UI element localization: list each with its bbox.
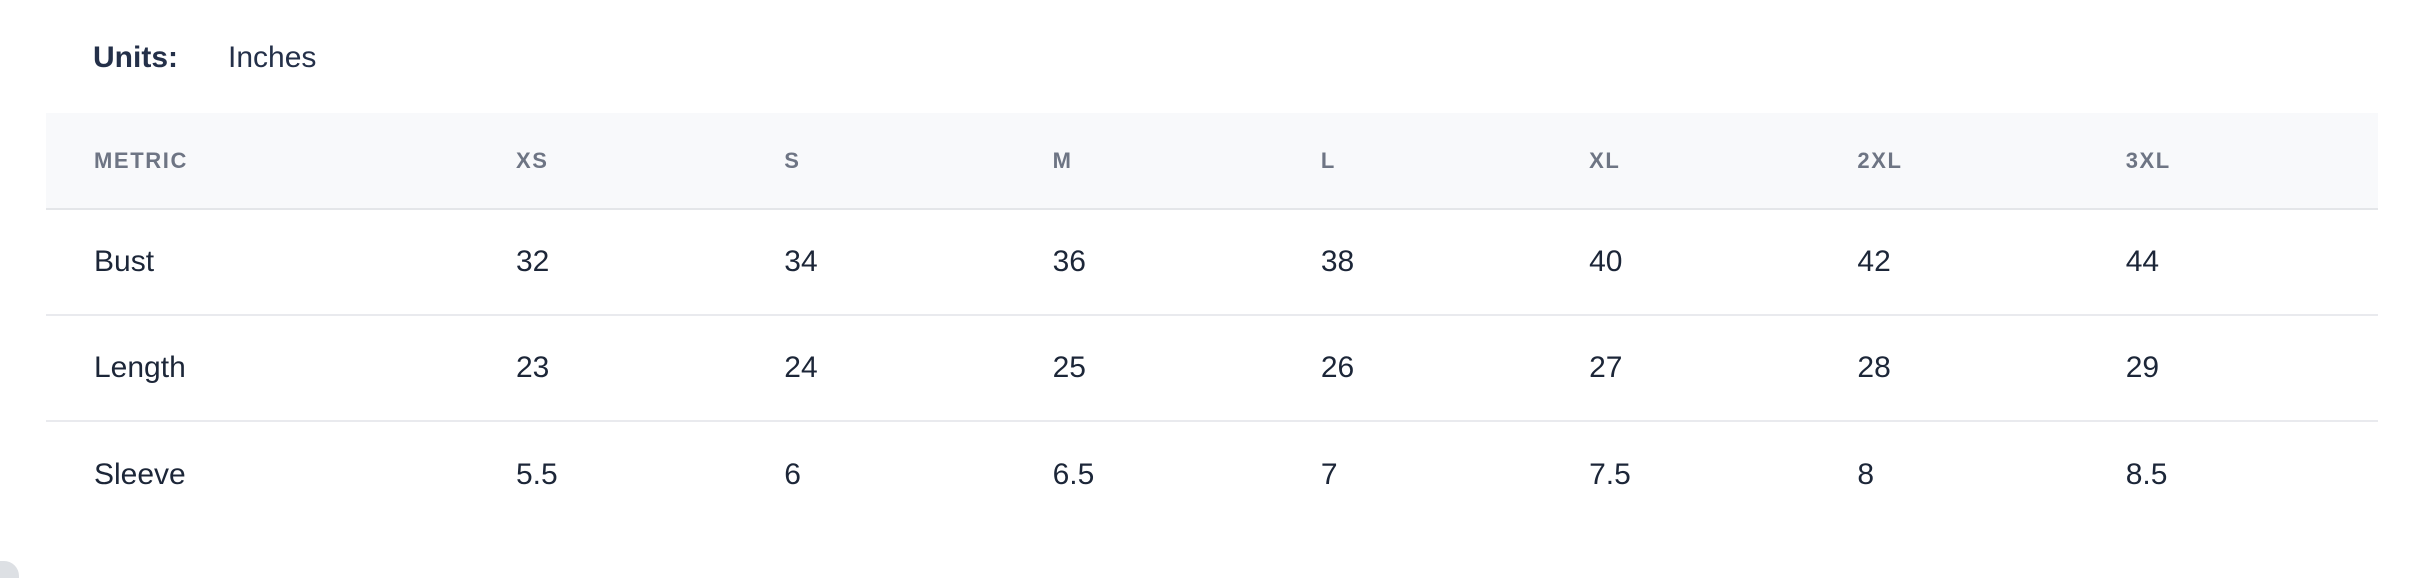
size-value-cell: 25: [1036, 315, 1305, 422]
column-header-2xl: 2XL: [1841, 113, 2110, 210]
size-chart-body: Bust 32 34 36 38 40 42 44 Length 23 24 25 26 27 28 29 Sl…: [46, 209, 2378, 528]
size-value-cell: 44: [2109, 209, 2378, 316]
size-value-cell: 38: [1304, 209, 1574, 316]
size-chart-table: METRIC XS S M L XL 2XL 3XL Bust 32 34 36 38 40 42 44 Le…: [46, 113, 2378, 528]
size-value-cell: 42: [1841, 209, 2110, 316]
size-value-cell: 23: [500, 315, 769, 422]
size-value-cell: 7.5: [1589, 458, 1631, 491]
size-value-cell: 7: [1320, 458, 1338, 491]
size-value-cell: 24: [768, 315, 1037, 422]
table-row-bust: Bust 32 34 36 38 40 42 44: [46, 209, 2378, 316]
size-chart-header: METRIC XS S M L XL 2XL 3XL: [46, 113, 2378, 210]
size-value-cell: 34: [768, 209, 1037, 316]
column-header-3xl: 3XL: [2109, 113, 2378, 210]
column-header-metric: METRIC: [46, 113, 500, 210]
units-row: Units: Inches: [93, 40, 316, 76]
column-header-xs: XS: [500, 113, 769, 210]
size-value-cell: 28: [1841, 315, 2110, 422]
size-value-cell: 8.5: [2125, 458, 2168, 491]
header-row: METRIC XS S M L XL 2XL 3XL: [46, 113, 2378, 210]
column-header-s: S: [768, 113, 1037, 210]
size-value-cell: 29: [2109, 315, 2378, 422]
size-value-cell: 27: [1573, 315, 1842, 422]
column-header-l: L: [1304, 113, 1574, 210]
table-row-length: Length 23 24 25 26 27 28 29: [46, 315, 2378, 422]
size-value-cell: 8: [1857, 458, 1875, 491]
metric-cell-bust: Bust: [46, 209, 500, 316]
size-value-cell: 40: [1573, 209, 1842, 316]
table-row-sleeve: Sleeve 5.5 6 6.5 7 7.5 8 8.5: [46, 421, 2378, 528]
size-value-cell: 36: [1036, 209, 1305, 316]
size-value-cell: 32: [500, 209, 769, 316]
column-header-xl: XL: [1573, 113, 1842, 210]
units-value: Inches: [228, 41, 317, 74]
corner-artifact: [0, 561, 19, 578]
size-value-cell: 5.5: [516, 458, 558, 491]
column-header-m: M: [1036, 113, 1305, 210]
metric-cell-length: Length: [46, 315, 500, 422]
size-value-cell: 26: [1304, 315, 1574, 422]
size-value-cell: 6: [784, 458, 801, 491]
units-label: Units:: [93, 41, 178, 74]
size-value-cell: 6.5: [1052, 458, 1095, 491]
metric-cell-sleeve: Sleeve: [94, 458, 186, 491]
